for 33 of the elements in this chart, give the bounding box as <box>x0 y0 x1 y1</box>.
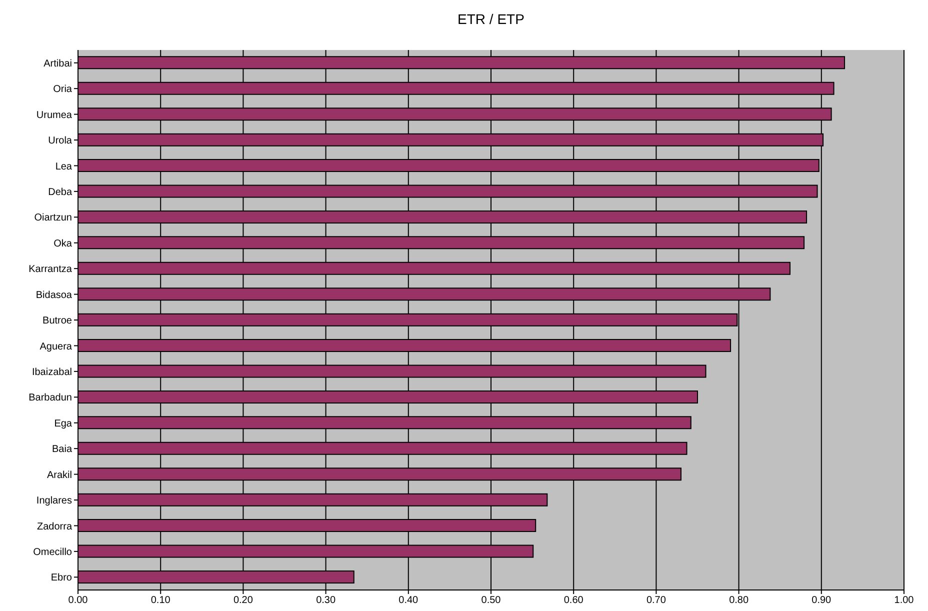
y-tick-label: Barbadun <box>28 392 72 404</box>
y-tick-label: Inglares <box>36 496 72 507</box>
y-tick-label: Baia <box>52 444 72 456</box>
y-tick-label: Ebro <box>50 572 72 584</box>
y-tick-label: Butroe <box>42 316 72 327</box>
y-tick-label: Karrantza <box>28 264 72 276</box>
y-tick-label: Urumea <box>36 110 72 121</box>
x-tick-label: 0.20 <box>233 595 254 606</box>
y-tick-label: Aguera <box>40 341 72 352</box>
x-tick-label: 0.80 <box>729 595 749 606</box>
y-tick-label: Deba <box>48 186 72 198</box>
y-tick-label: Ega <box>54 418 72 430</box>
y-tick-label: Zadorra <box>36 521 72 532</box>
y-tick-label: Oiartzun <box>34 212 72 224</box>
x-tick-label: 0.10 <box>150 595 171 606</box>
y-tick-label: Artibai <box>44 58 72 70</box>
x-tick-label: 1.00 <box>894 595 914 606</box>
y-tick-label: Bidasoa <box>36 290 72 301</box>
x-tick-label: 0.70 <box>646 595 666 606</box>
x-tick-label: 0.00 <box>68 595 88 606</box>
y-tick-label: Omecillo <box>33 546 72 558</box>
y-tick-label: Lea <box>55 161 72 172</box>
chart-title: ETR / ETP <box>456 11 526 27</box>
x-tick-label: 0.90 <box>812 595 832 606</box>
x-tick-label: 0.30 <box>316 595 336 606</box>
y-tick-label: Oria <box>53 84 72 96</box>
y-tick-label: Ibaizabal <box>32 366 72 378</box>
y-tick-label: Urola <box>48 136 72 147</box>
y-tick-label: Arakil <box>46 470 72 481</box>
x-tick-label: 0.40 <box>398 595 419 606</box>
x-tick-label: 0.50 <box>481 595 502 606</box>
x-tick-label: 0.60 <box>564 595 584 606</box>
y-tick-label: Oka <box>54 238 72 250</box>
